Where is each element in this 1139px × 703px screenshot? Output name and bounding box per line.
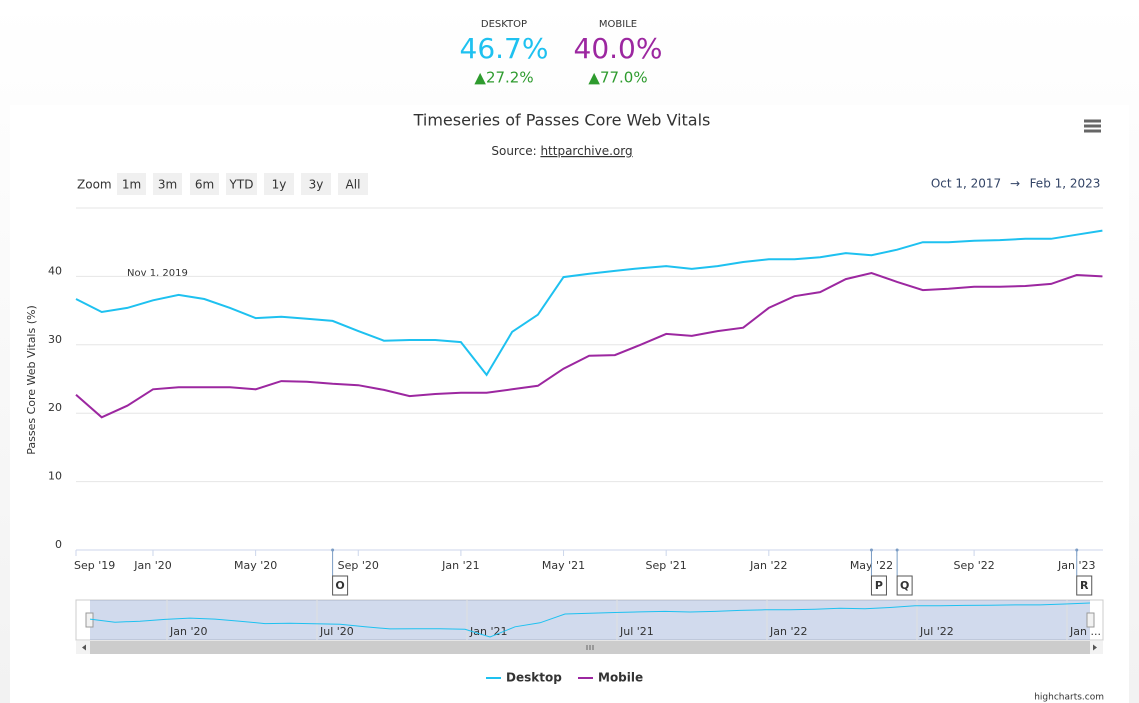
summary-change: ▲77.0% <box>588 69 647 87</box>
range-button[interactable] <box>153 173 182 195</box>
source-link[interactable]: httparchive.org <box>540 144 632 158</box>
range-button[interactable] <box>264 173 294 195</box>
y-axis-title: Passes Core Web Vitals (%) <box>25 305 38 454</box>
flag-label: Q <box>900 579 909 592</box>
credits[interactable]: highcharts.com <box>1034 693 1104 703</box>
chart-title: Timeseries of Passes Core Web Vitals <box>413 111 711 130</box>
summary-change: ▲27.2% <box>474 69 533 87</box>
navigator-label: Jan ... <box>1069 625 1101 638</box>
range-button-label[interactable]: 3m <box>158 178 177 192</box>
flag <box>332 575 349 596</box>
x-tick-label: May '21 <box>542 559 585 572</box>
navigator-handle[interactable] <box>1086 612 1095 628</box>
flag <box>870 575 887 596</box>
flag-label: R <box>1080 579 1089 592</box>
range-button-label[interactable]: 3y <box>309 178 324 192</box>
range-button-label[interactable]: All <box>346 178 361 192</box>
x-tick-label: Sep '21 <box>646 559 687 572</box>
x-tick-label: Jan '21 <box>441 559 479 572</box>
range-button-label[interactable]: YTD <box>229 178 254 192</box>
y-tick-label: 0 <box>55 538 62 551</box>
range-button[interactable] <box>301 173 331 195</box>
annotation: Nov 1, 2019 <box>127 268 188 279</box>
x-tick-label: Jan '22 <box>749 559 787 572</box>
navigator-label: Jan '21 <box>469 625 507 638</box>
range-button-label[interactable]: 1y <box>272 178 287 192</box>
summary-value: 40.0% <box>574 32 663 65</box>
navigator <box>75 599 1104 641</box>
navigator-label: Jul '21 <box>619 625 654 638</box>
series-line <box>75 271 1103 419</box>
navigator-handle[interactable] <box>85 612 94 628</box>
x-tick-label: Sep '20 <box>338 559 379 572</box>
flag-label: P <box>875 579 883 592</box>
x-tick-label: May '20 <box>234 559 277 572</box>
range-button[interactable] <box>226 173 257 195</box>
x-tick-label: Sep '22 <box>953 559 994 572</box>
summary-value: 46.7% <box>460 32 549 65</box>
y-tick-label: 10 <box>48 470 62 483</box>
scrollbar-grip <box>586 645 594 650</box>
x-tick-label: Jan '20 <box>133 559 171 572</box>
navigator-label: Jul '20 <box>319 625 354 638</box>
navigator-label: Jan '22 <box>769 625 807 638</box>
summary-label: DESKTOP <box>481 19 527 30</box>
flag-label: O <box>335 579 344 592</box>
flag-dot <box>1075 548 1079 552</box>
summary-label: MOBILE <box>599 19 637 30</box>
navigator-label: Jul '22 <box>919 625 954 638</box>
x-tick-label: Sep '19 <box>74 559 115 572</box>
range-button[interactable] <box>338 173 368 195</box>
chart-subtitle: Source: httparchive.org <box>491 144 632 158</box>
menu-button[interactable] <box>1084 119 1101 133</box>
range-buttons: 1m 3m 6m YTD 1y 3y All <box>117 173 368 195</box>
range-button-label[interactable]: 1m <box>122 178 141 192</box>
legend-label[interactable]: Mobile <box>598 671 643 685</box>
range-arrow: → <box>1010 177 1020 191</box>
y-tick-label: 20 <box>48 401 62 414</box>
source-prefix: Source: <box>491 144 540 158</box>
range-button[interactable] <box>117 173 146 195</box>
navigator-line <box>89 602 1091 638</box>
range-button[interactable] <box>190 173 219 195</box>
navigator-mask[interactable] <box>90 600 1090 640</box>
flag-dot <box>895 548 899 552</box>
navigator-label: Jan '20 <box>169 625 207 638</box>
series-line <box>75 229 1103 377</box>
flag-dot <box>869 548 873 552</box>
legend-label[interactable]: Desktop <box>506 671 562 685</box>
zoom-label: Zoom <box>77 178 112 192</box>
range-from[interactable]: Oct 1, 2017 <box>931 177 1001 191</box>
range-to[interactable]: Feb 1, 2023 <box>1030 177 1101 191</box>
flag <box>1076 575 1093 596</box>
y-tick-label: 40 <box>48 264 62 277</box>
range-button-label[interactable]: 6m <box>195 178 214 192</box>
y-tick-label: 30 <box>48 333 62 346</box>
flag-dot <box>331 548 335 552</box>
flag <box>896 575 913 596</box>
